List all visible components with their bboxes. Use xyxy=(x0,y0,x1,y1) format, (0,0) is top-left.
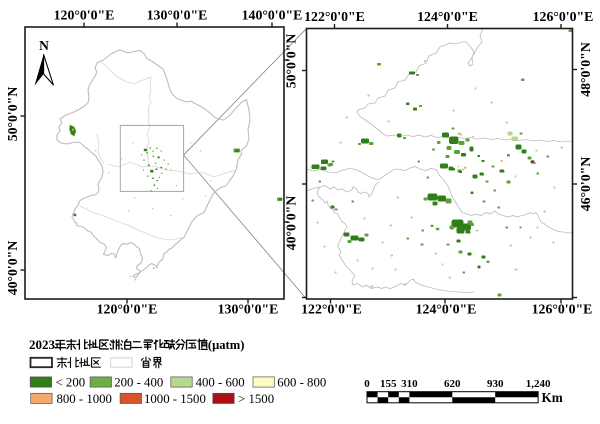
svg-text:140°0'0"E: 140°0'0"E xyxy=(242,8,303,23)
svg-text:50°0'0"N: 50°0'0"N xyxy=(284,34,299,89)
svg-text:126°0'0"E: 126°0'0"E xyxy=(533,9,594,24)
svg-text:2023: 2023 xyxy=(29,337,56,352)
svg-text:155: 155 xyxy=(380,378,397,390)
svg-text:126°0'0"E: 126°0'0"E xyxy=(532,302,593,317)
svg-text:124°0'0"E: 124°0'0"E xyxy=(417,9,478,24)
svg-text:800 - 1000: 800 - 1000 xyxy=(57,392,112,406)
svg-text:930: 930 xyxy=(487,378,504,390)
svg-text:124°0'0"E: 124°0'0"E xyxy=(416,302,477,317)
svg-text:400 - 600: 400 - 600 xyxy=(196,375,245,389)
svg-text:122°0'0"E: 122°0'0"E xyxy=(304,9,365,24)
svg-text:N: N xyxy=(39,38,49,53)
svg-text:120°0'0"E: 120°0'0"E xyxy=(54,8,115,23)
svg-text:1,240: 1,240 xyxy=(526,378,551,390)
svg-text:(μatm): (μatm) xyxy=(208,338,245,352)
svg-text:600 - 800: 600 - 800 xyxy=(277,375,326,389)
svg-text:0: 0 xyxy=(364,378,370,390)
svg-text:130°0'0"E: 130°0'0"E xyxy=(147,8,208,23)
svg-text:46°0'0"N: 46°0'0"N xyxy=(578,157,593,212)
svg-text:40°0'0"N: 40°0'0"N xyxy=(5,241,20,296)
svg-text:310: 310 xyxy=(401,378,418,390)
svg-text:200 - 400: 200 - 400 xyxy=(114,375,163,389)
svg-text:48°0'0"N: 48°0'0"N xyxy=(578,42,593,97)
svg-text:> 1500: > 1500 xyxy=(238,392,274,406)
svg-text:130°0'0"E: 130°0'0"E xyxy=(218,302,279,317)
svg-text:122°0'0"E: 122°0'0"E xyxy=(301,302,362,317)
svg-text:50°0'0"N: 50°0'0"N xyxy=(5,87,20,142)
svg-text:1000 - 1500: 1000 - 1500 xyxy=(144,392,206,406)
svg-text:620: 620 xyxy=(444,378,461,390)
svg-text:120°0'0"E: 120°0'0"E xyxy=(97,302,158,317)
svg-text:Km: Km xyxy=(542,390,563,405)
svg-text:40°0'0"N: 40°0'0"N xyxy=(284,196,299,251)
svg-text:< 200: < 200 xyxy=(56,375,86,389)
